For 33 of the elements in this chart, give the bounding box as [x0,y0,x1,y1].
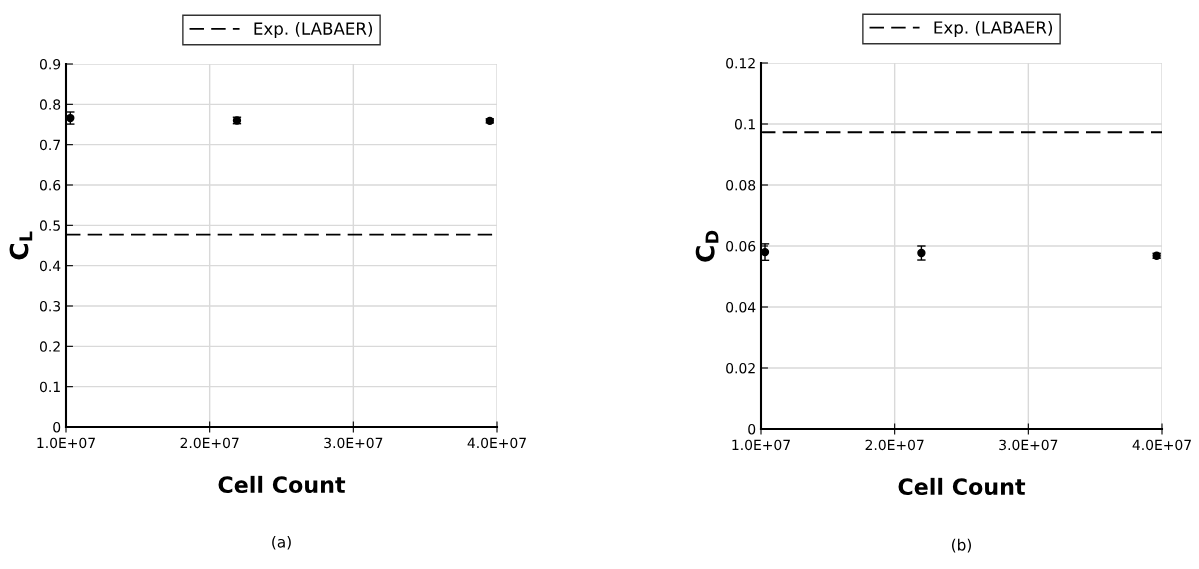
y-tick-label: 0.1 [734,118,755,130]
y-axis-title: C$_{L}$ [9,231,33,260]
x-tick-label: 1.0E+07 [732,439,790,451]
x-tick-label: 2.0E+07 [180,437,239,449]
text: (b) [952,538,971,553]
legend-label: Exp. (LABAER) [934,20,1053,38]
y-tick-label: 0 [748,423,756,435]
y-tick-label: 0.8 [39,99,61,110]
x-tick-label: 4.0E+07 [1132,439,1191,451]
y-tick-label: 0.06 [726,240,756,252]
x-axis-title: Cell Count [218,475,346,494]
text: (a) [272,535,291,550]
legend-label: Exp. (LABAER) [254,22,373,39]
x-axis-title: Cell Count [898,477,1026,496]
y-tick-label: 0.08 [726,179,756,191]
x-tick-label: 1.0E+07 [37,437,95,449]
y-tick-label: 0.9 [39,58,61,70]
y-tick-label: 0 [53,421,61,433]
x-tick-label: 4.0E+07 [467,437,526,449]
y-tick-label: 0.6 [39,179,61,191]
x-tick-label: 3.0E+07 [999,439,1058,451]
y-tick-label: 0.5 [39,220,60,231]
y-tick-label: 0.2 [39,341,60,352]
y-tick-label: 0.1 [39,381,60,393]
y-tick-label: 0.04 [726,301,756,313]
y-tick-label: 0.02 [726,362,755,374]
y-tick-label: 0.3 [39,300,61,312]
x-tick-label: 3.0E+07 [324,437,383,449]
y-axis-title: C$_{D}$ [695,230,719,262]
y-tick-label: 0.7 [39,139,60,151]
y-tick-label: 0.4 [39,260,61,272]
x-tick-label: 2.0E+07 [865,439,924,451]
y-tick-label: 0.12 [726,57,755,69]
